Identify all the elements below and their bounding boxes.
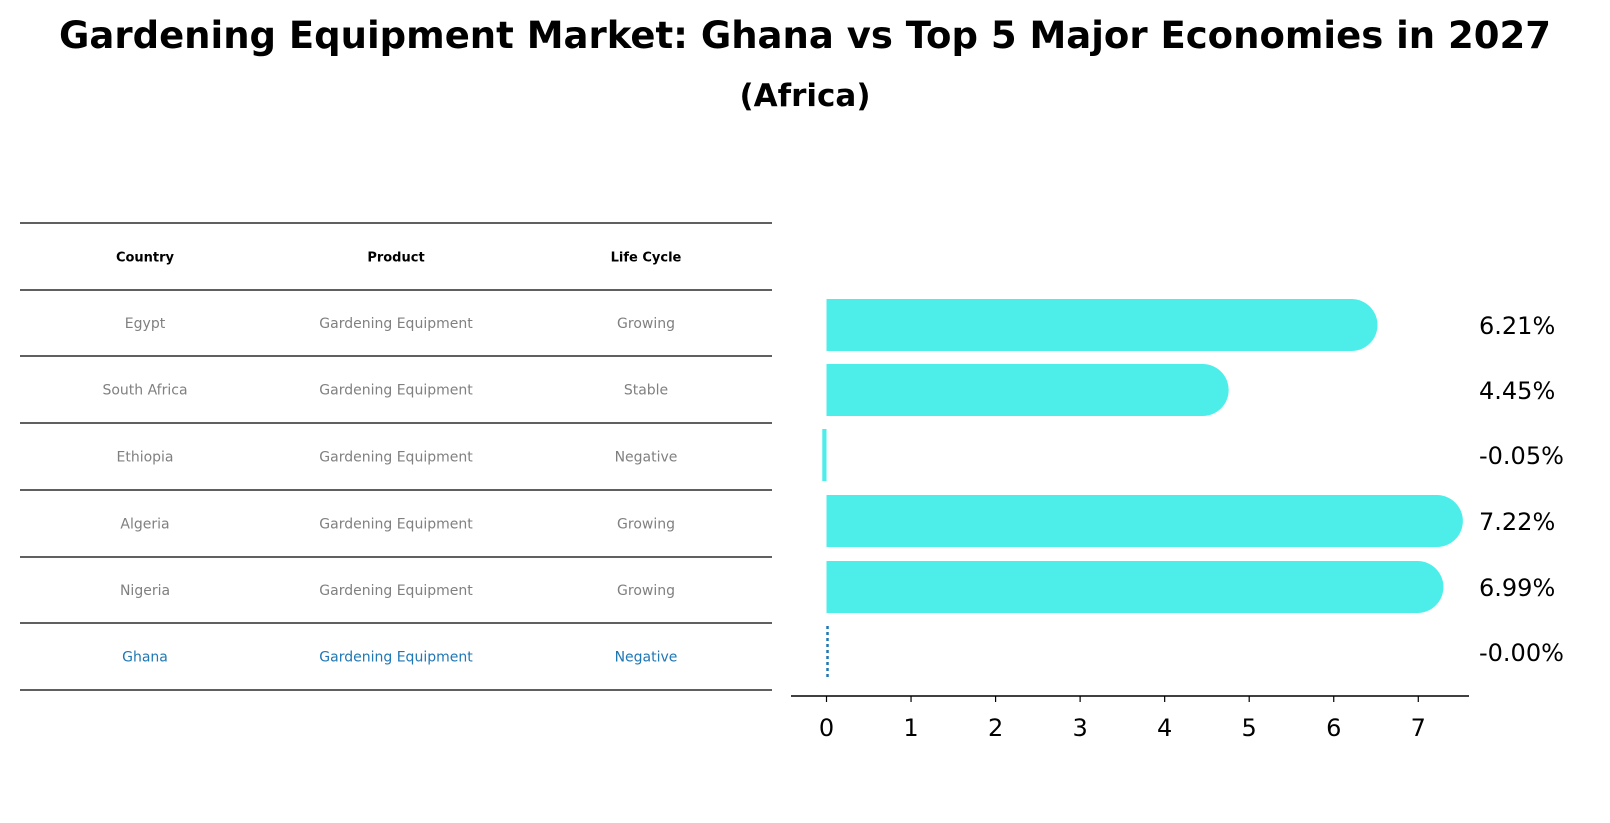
x-tick-label: 6 bbox=[1326, 714, 1341, 742]
table-cell: Negative bbox=[615, 450, 678, 466]
table-cell: Egypt bbox=[125, 316, 166, 332]
table-cell: Gardening Equipment bbox=[319, 650, 473, 666]
table-header-cell: Country bbox=[116, 251, 175, 266]
bar-value-label: -0.00% bbox=[1479, 639, 1564, 667]
x-tick-label: 7 bbox=[1411, 714, 1426, 742]
table-header-cell: Product bbox=[367, 251, 424, 266]
table-cell: Gardening Equipment bbox=[319, 383, 473, 399]
table-cell: Growing bbox=[617, 316, 675, 332]
table-cell: Ghana bbox=[122, 650, 168, 666]
bar-algeria bbox=[826, 495, 1463, 547]
table-header-cell: Life Cycle bbox=[611, 251, 682, 266]
table-cell: Negative bbox=[615, 650, 678, 666]
table-cell: Algeria bbox=[120, 517, 169, 533]
bar-value-label: -0.05% bbox=[1479, 442, 1564, 470]
x-tick-label: 4 bbox=[1157, 714, 1172, 742]
x-tick-label: 3 bbox=[1072, 714, 1087, 742]
chart-subtitle: (Africa) bbox=[739, 78, 871, 114]
growth-bar-chart: 6.21% 4.45% -0.05% 7.22% 6.99% -0.00% 0 1 2 3 4 5 6 7 bbox=[791, 299, 1564, 742]
table-cell: Stable bbox=[624, 383, 668, 399]
table-cell: Gardening Equipment bbox=[319, 450, 473, 466]
x-tick-label: 5 bbox=[1242, 714, 1257, 742]
bar-value-label: 6.99% bbox=[1479, 574, 1555, 602]
table-cell: South Africa bbox=[102, 383, 187, 399]
bar-value-label: 7.22% bbox=[1479, 508, 1555, 536]
chart-title: Gardening Equipment Market: Ghana vs Top… bbox=[59, 14, 1551, 57]
x-tick-label: 0 bbox=[819, 714, 834, 742]
table-cell: Growing bbox=[617, 583, 675, 599]
life-cycle-table: Country Product Life Cycle Egypt Gardening E… bbox=[20, 222, 772, 691]
table-cell: Nigeria bbox=[120, 583, 170, 599]
table-cell: Gardening Equipment bbox=[319, 517, 473, 533]
bar-ethiopia bbox=[822, 429, 827, 481]
bar-value-label: 6.21% bbox=[1479, 312, 1555, 340]
bar-egypt bbox=[826, 299, 1378, 351]
table-cell: Gardening Equipment bbox=[319, 316, 473, 332]
table-cell: Gardening Equipment bbox=[319, 583, 473, 599]
table-cell: Ethiopia bbox=[116, 450, 173, 466]
x-tick-label: 2 bbox=[988, 714, 1003, 742]
bar-nigeria bbox=[826, 561, 1444, 613]
x-tick-label: 1 bbox=[903, 714, 918, 742]
bar-south-africa bbox=[826, 364, 1229, 416]
bar-value-label: 4.45% bbox=[1479, 377, 1555, 405]
table-cell: Growing bbox=[617, 517, 675, 533]
